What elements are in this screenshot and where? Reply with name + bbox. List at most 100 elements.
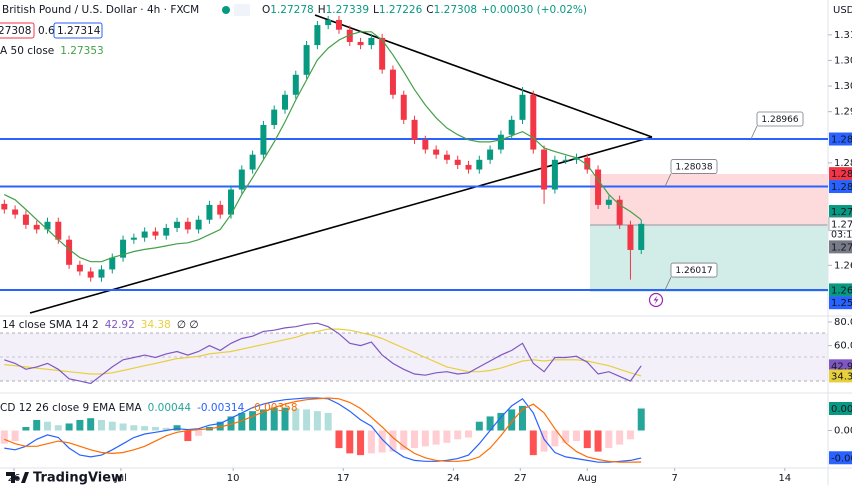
candle-body xyxy=(206,204,213,220)
histogram-bar xyxy=(432,430,440,445)
candle-body xyxy=(303,45,310,75)
candle-body xyxy=(551,159,558,190)
macd-line xyxy=(4,397,642,463)
sell-price: 1.27308 xyxy=(0,25,31,37)
risk-zone xyxy=(590,174,828,225)
legend: 14 close SMA 14 2 42.92 34.38 ∅ ∅ xyxy=(2,319,198,331)
histogram-bar xyxy=(335,430,343,449)
histogram-bar xyxy=(87,418,95,431)
price-badge xyxy=(829,240,852,254)
price-badge-label: 1.273 xyxy=(831,207,852,218)
candle-body xyxy=(422,139,429,150)
price-badge-label: 1.280 xyxy=(831,182,852,193)
sma-line xyxy=(4,31,642,263)
currency-label: USD xyxy=(833,5,852,16)
candle-body xyxy=(1,203,8,210)
countdown: 03:1 xyxy=(831,229,852,240)
candle-body xyxy=(497,134,504,150)
buy-box[interactable] xyxy=(53,22,103,39)
y-tick-label: 1.265 xyxy=(834,260,852,271)
candle-body xyxy=(55,221,62,240)
histogram-bar xyxy=(108,421,116,431)
price-badge-label: 1.260 xyxy=(831,285,852,296)
ohlc-value: 1.27339 xyxy=(326,4,369,16)
candle-body xyxy=(573,157,580,160)
ohlc-legend: O1.27278 H1.27339 L1.27226 C1.27308 +0.00030… xyxy=(262,4,587,16)
spread: 0.6 xyxy=(38,25,55,37)
trend-line xyxy=(29,136,653,314)
x-tick-label: Aug xyxy=(577,473,597,484)
price-badge-label: 1.272 xyxy=(831,242,852,253)
x-tick-label: Jul xyxy=(114,473,127,484)
candle-body xyxy=(325,19,332,26)
candle-body xyxy=(433,149,440,155)
candle-body xyxy=(98,269,105,278)
histogram-bar xyxy=(475,421,483,431)
y-tick-label: 60.00 xyxy=(834,341,852,352)
indicator-line xyxy=(4,322,642,385)
candle-body xyxy=(389,69,396,95)
legend: A 50 close 1.27353 xyxy=(0,45,104,57)
histogram-bar xyxy=(400,430,408,450)
histogram-bar xyxy=(562,430,570,443)
price-badge xyxy=(829,402,852,415)
histogram-bar xyxy=(33,419,41,431)
histogram-bar xyxy=(551,430,559,447)
brand-name: TradingView xyxy=(33,471,123,485)
candle-body xyxy=(357,42,364,46)
candle-body xyxy=(443,154,450,160)
price-badge-label: 34.38 xyxy=(831,371,852,382)
histogram-bar xyxy=(465,430,473,438)
x-tick-label: 27 xyxy=(514,473,527,484)
candle-body xyxy=(22,214,29,225)
eye-button[interactable] xyxy=(234,4,250,16)
histogram-bar xyxy=(443,430,451,443)
histogram-bar xyxy=(486,416,494,431)
histogram-bar xyxy=(357,430,365,456)
candle-body xyxy=(238,169,245,190)
histogram-bar xyxy=(119,423,127,431)
x-tick-label: 10 xyxy=(227,473,240,484)
ohlc-label: H xyxy=(318,4,326,16)
candle-body xyxy=(595,169,602,205)
legend-item: A 50 close xyxy=(0,45,54,57)
level-callout-pointer xyxy=(750,125,758,140)
histogram-bar xyxy=(151,426,159,431)
candle-body xyxy=(120,239,127,258)
candle-body xyxy=(605,199,612,205)
histogram-bar xyxy=(616,430,624,445)
y-tick-label: 1.310 xyxy=(834,30,852,41)
candle-body xyxy=(379,37,386,70)
histogram-bar xyxy=(367,430,375,454)
x-tick-label: 14 xyxy=(778,473,791,484)
histogram-bar xyxy=(270,407,278,431)
sell-box xyxy=(0,22,35,39)
ohlc-value: 1.27226 xyxy=(379,4,423,16)
trend-line xyxy=(314,14,653,138)
price-badge-label: 1.289 xyxy=(831,135,852,146)
histogram-bar xyxy=(259,409,267,431)
candle-body xyxy=(174,221,181,228)
brand-logo xyxy=(6,472,29,483)
ohlc-label: L xyxy=(373,4,379,16)
level-callout-pointer xyxy=(664,173,672,187)
candle-body xyxy=(33,224,40,230)
price-badge xyxy=(829,180,852,194)
ohlc-label: O xyxy=(262,4,270,16)
histogram-bar xyxy=(173,425,181,431)
x-tick-label: 24 xyxy=(447,473,460,484)
histogram-bar xyxy=(54,425,62,431)
legend-item: 0.00044 xyxy=(148,402,192,414)
level-callout-label: 1.26017 xyxy=(675,266,712,276)
legend-item: -0.00358 xyxy=(250,402,297,414)
brand: TradingView xyxy=(6,471,123,485)
histogram-bar xyxy=(162,427,170,431)
candle-body xyxy=(249,154,256,170)
histogram-bar xyxy=(421,430,429,447)
histogram-bar xyxy=(497,412,505,431)
y-tick-label: 1.305 xyxy=(834,55,852,66)
candle-body xyxy=(271,109,278,125)
candle-body xyxy=(141,231,148,238)
legend-item: CD 12 26 close 9 EMA EMA xyxy=(0,402,142,414)
